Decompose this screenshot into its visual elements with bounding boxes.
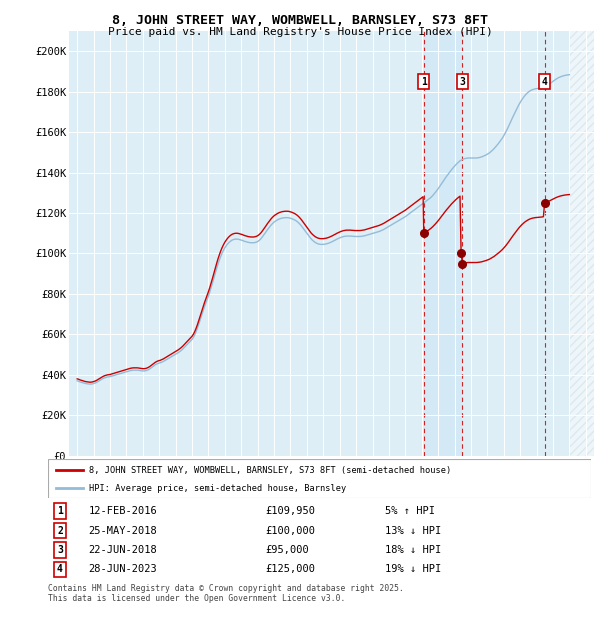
Text: 2: 2 — [57, 526, 63, 536]
Text: Contains HM Land Registry data © Crown copyright and database right 2025.
This d: Contains HM Land Registry data © Crown c… — [48, 584, 404, 603]
Text: 3: 3 — [57, 545, 63, 555]
Text: 22-JUN-2018: 22-JUN-2018 — [89, 545, 157, 555]
Text: 8, JOHN STREET WAY, WOMBWELL, BARNSLEY, S73 8FT: 8, JOHN STREET WAY, WOMBWELL, BARNSLEY, … — [112, 14, 488, 27]
Text: 8, JOHN STREET WAY, WOMBWELL, BARNSLEY, S73 8FT (semi-detached house): 8, JOHN STREET WAY, WOMBWELL, BARNSLEY, … — [89, 466, 451, 475]
Text: 3: 3 — [460, 76, 465, 87]
Text: £100,000: £100,000 — [265, 526, 315, 536]
Text: 4: 4 — [57, 564, 63, 575]
Text: £95,000: £95,000 — [265, 545, 309, 555]
Text: 1: 1 — [421, 76, 427, 87]
Text: 25-MAY-2018: 25-MAY-2018 — [89, 526, 157, 536]
Text: 5% ↑ HPI: 5% ↑ HPI — [385, 506, 434, 516]
Text: HPI: Average price, semi-detached house, Barnsley: HPI: Average price, semi-detached house,… — [89, 484, 346, 493]
Text: 1: 1 — [57, 506, 63, 516]
Bar — [424, 31, 462, 456]
Text: £125,000: £125,000 — [265, 564, 315, 575]
Text: 12-FEB-2016: 12-FEB-2016 — [89, 506, 157, 516]
FancyBboxPatch shape — [48, 459, 591, 498]
Text: 19% ↓ HPI: 19% ↓ HPI — [385, 564, 441, 575]
Text: Price paid vs. HM Land Registry's House Price Index (HPI): Price paid vs. HM Land Registry's House … — [107, 27, 493, 37]
Text: 28-JUN-2023: 28-JUN-2023 — [89, 564, 157, 575]
Text: 13% ↓ HPI: 13% ↓ HPI — [385, 526, 441, 536]
Bar — [569, 31, 594, 456]
Text: 18% ↓ HPI: 18% ↓ HPI — [385, 545, 441, 555]
Text: £109,950: £109,950 — [265, 506, 315, 516]
Text: 4: 4 — [542, 76, 548, 87]
